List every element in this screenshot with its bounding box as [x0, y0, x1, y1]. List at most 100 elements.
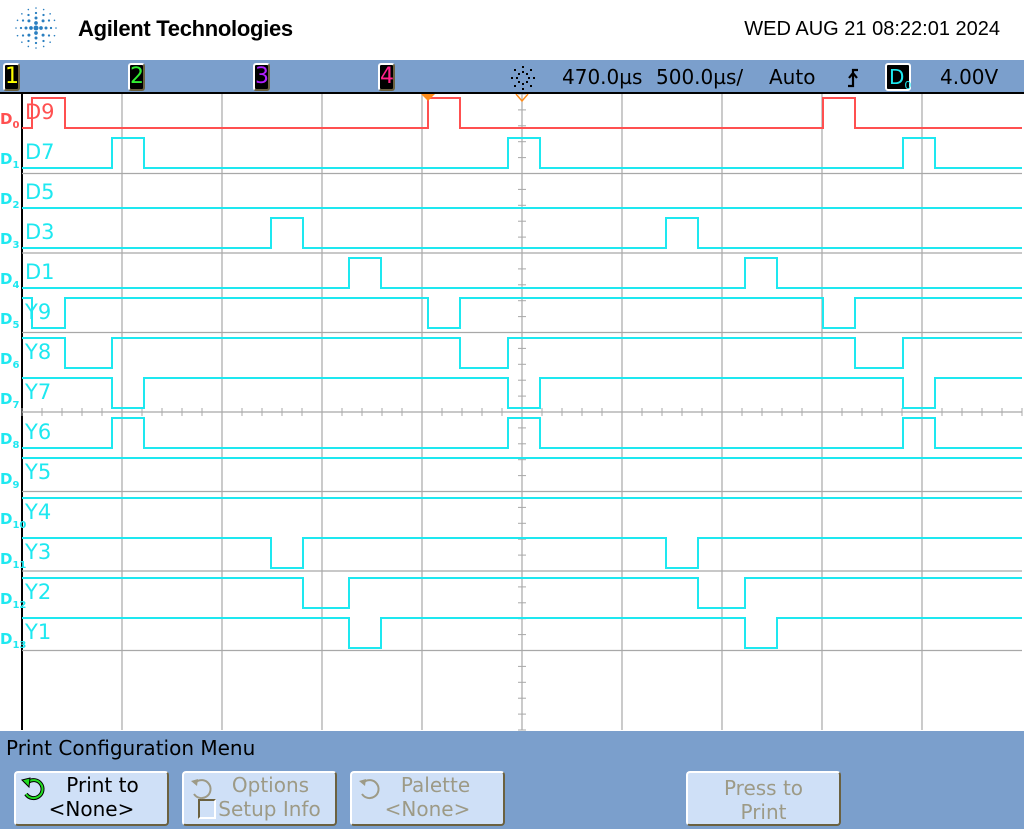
- logo-dot: [42, 13, 45, 17]
- channel-index-label: D4: [0, 270, 20, 291]
- logo-dot: [41, 33, 45, 37]
- logo-dot: [27, 13, 30, 17]
- channel-3-label: 3: [255, 64, 269, 89]
- logo-dot: [27, 19, 31, 23]
- setup-info-label: Setup Info: [218, 797, 321, 821]
- logo-dot: [27, 8, 30, 11]
- trigger-source-letter: D: [889, 65, 905, 89]
- agilent-logo-icon: [15, 7, 57, 49]
- print-to-value: <None>: [48, 797, 135, 821]
- logo-dot: [49, 26, 53, 30]
- logo-dot: [53, 34, 56, 37]
- channel-index: 1: [12, 160, 20, 171]
- press-to-print-line1: Press to: [723, 776, 804, 800]
- logo-dot: [27, 33, 31, 37]
- waveform-y2: [22, 577, 1022, 609]
- logo-dot: [34, 36, 38, 40]
- channel-name-label: Y1: [25, 620, 52, 644]
- channel-2-button[interactable]: 2: [128, 63, 145, 91]
- channel-index-label: D12: [0, 590, 27, 611]
- logo-dot: [41, 19, 45, 23]
- waveform-y6: [22, 417, 1022, 449]
- channel-index-label: D6: [0, 350, 20, 371]
- channel-index-label: D9: [0, 470, 20, 491]
- channel-1-button[interactable]: 1: [3, 63, 20, 91]
- channel-4-button[interactable]: 4: [378, 63, 395, 91]
- logo-dot: [42, 45, 45, 48]
- rotate-knob-icon: [21, 777, 45, 801]
- logo-dot: [42, 8, 45, 11]
- trigger-mode[interactable]: Auto: [769, 65, 816, 89]
- logo-dot: [33, 25, 39, 31]
- logo-dot: [27, 45, 30, 48]
- waveform-y1: [22, 617, 1022, 649]
- logo-dot: [29, 26, 33, 30]
- waveform-y3: [22, 537, 1022, 569]
- logo-dot: [35, 47, 37, 49]
- logo-dot: [34, 16, 38, 20]
- logo-dot: [34, 41, 38, 45]
- logo-dot: [34, 21, 38, 25]
- brand-name: Agilent Technologies: [78, 16, 293, 41]
- logo-dot: [35, 7, 37, 9]
- setup-info-checkbox[interactable]: [198, 799, 217, 819]
- waveform-d3: [22, 217, 1022, 249]
- channel-name-label: Y3: [25, 540, 52, 564]
- channel-name-label: D5: [25, 180, 55, 204]
- channel-name-label: Y2: [25, 580, 52, 604]
- delay-reference-marker-icon: [515, 94, 529, 103]
- waveform-display: [21, 94, 1023, 731]
- logo-dot: [24, 26, 28, 30]
- channel-index: 10: [12, 520, 27, 531]
- menu-title: Print Configuration Menu: [6, 736, 256, 760]
- rising-edge-icon: [848, 68, 858, 88]
- channel-index-label: D3: [0, 230, 20, 251]
- logo-dot: [21, 41, 23, 43]
- waveform-d7: [22, 137, 1022, 169]
- palette-label: Palette: [400, 773, 471, 797]
- channel-name-label: D3: [25, 220, 55, 244]
- channel-index: 11: [12, 560, 27, 571]
- options-label: Options: [231, 773, 310, 797]
- channel-index: 4: [12, 280, 20, 291]
- header: Agilent Technologies WED AUG 21 08:22:01…: [0, 0, 1024, 60]
- palette-softkey[interactable]: Palette <None>: [350, 771, 505, 826]
- logo-dot: [19, 26, 23, 30]
- channel-index-label: D11: [0, 550, 27, 571]
- logo-dot: [34, 31, 38, 35]
- channel-name-label: D1: [25, 260, 55, 284]
- datetime: WED AUG 21 08:22:01 2024: [744, 18, 1000, 40]
- channel-index-label: D10: [0, 510, 27, 531]
- channel-index: 3: [12, 240, 20, 251]
- timebase-value[interactable]: 500.0µs/: [656, 65, 744, 89]
- print-to-softkey[interactable]: Print to <None>: [14, 771, 169, 826]
- logo-dot: [47, 34, 51, 37]
- channel-name-label: Y6: [25, 420, 52, 444]
- channel-name-label: Y5: [25, 460, 52, 484]
- channel-3-button[interactable]: 3: [253, 63, 270, 91]
- logo-dot: [39, 26, 43, 30]
- options-softkey[interactable]: Options Setup Info: [182, 771, 337, 826]
- channel-name-label: Y7: [25, 380, 52, 404]
- channel-index-label: D0: [0, 110, 20, 131]
- channel-index-label: D8: [0, 430, 20, 451]
- channel-4-label: 4: [380, 64, 394, 89]
- rotate-knob-icon: [191, 779, 212, 800]
- delay-value[interactable]: 470.0µs: [562, 65, 643, 89]
- trigger-source-index: 0: [904, 79, 912, 92]
- channel-name-label: Y9: [25, 300, 52, 324]
- status-bar: 1 2 3 4 470.0µs 500.0µs/ Auto D0 4.00V: [0, 60, 1024, 94]
- logo-dot: [53, 19, 56, 22]
- logo-dot: [16, 34, 19, 37]
- press-to-print-softkey[interactable]: Press to Print: [686, 771, 841, 826]
- trigger-source[interactable]: D0: [885, 63, 912, 92]
- channel-index: 6: [12, 360, 20, 371]
- waveform-d1: [22, 257, 1022, 289]
- rotate-knob-icon: [359, 779, 380, 800]
- channel-index-label: D5: [0, 310, 20, 331]
- channel-2-label: 2: [130, 64, 144, 89]
- logo-dot: [15, 27, 17, 29]
- logo-dot: [21, 34, 25, 37]
- trigger-level[interactable]: 4.00V: [940, 65, 999, 89]
- channel-name-label: D9: [25, 100, 55, 124]
